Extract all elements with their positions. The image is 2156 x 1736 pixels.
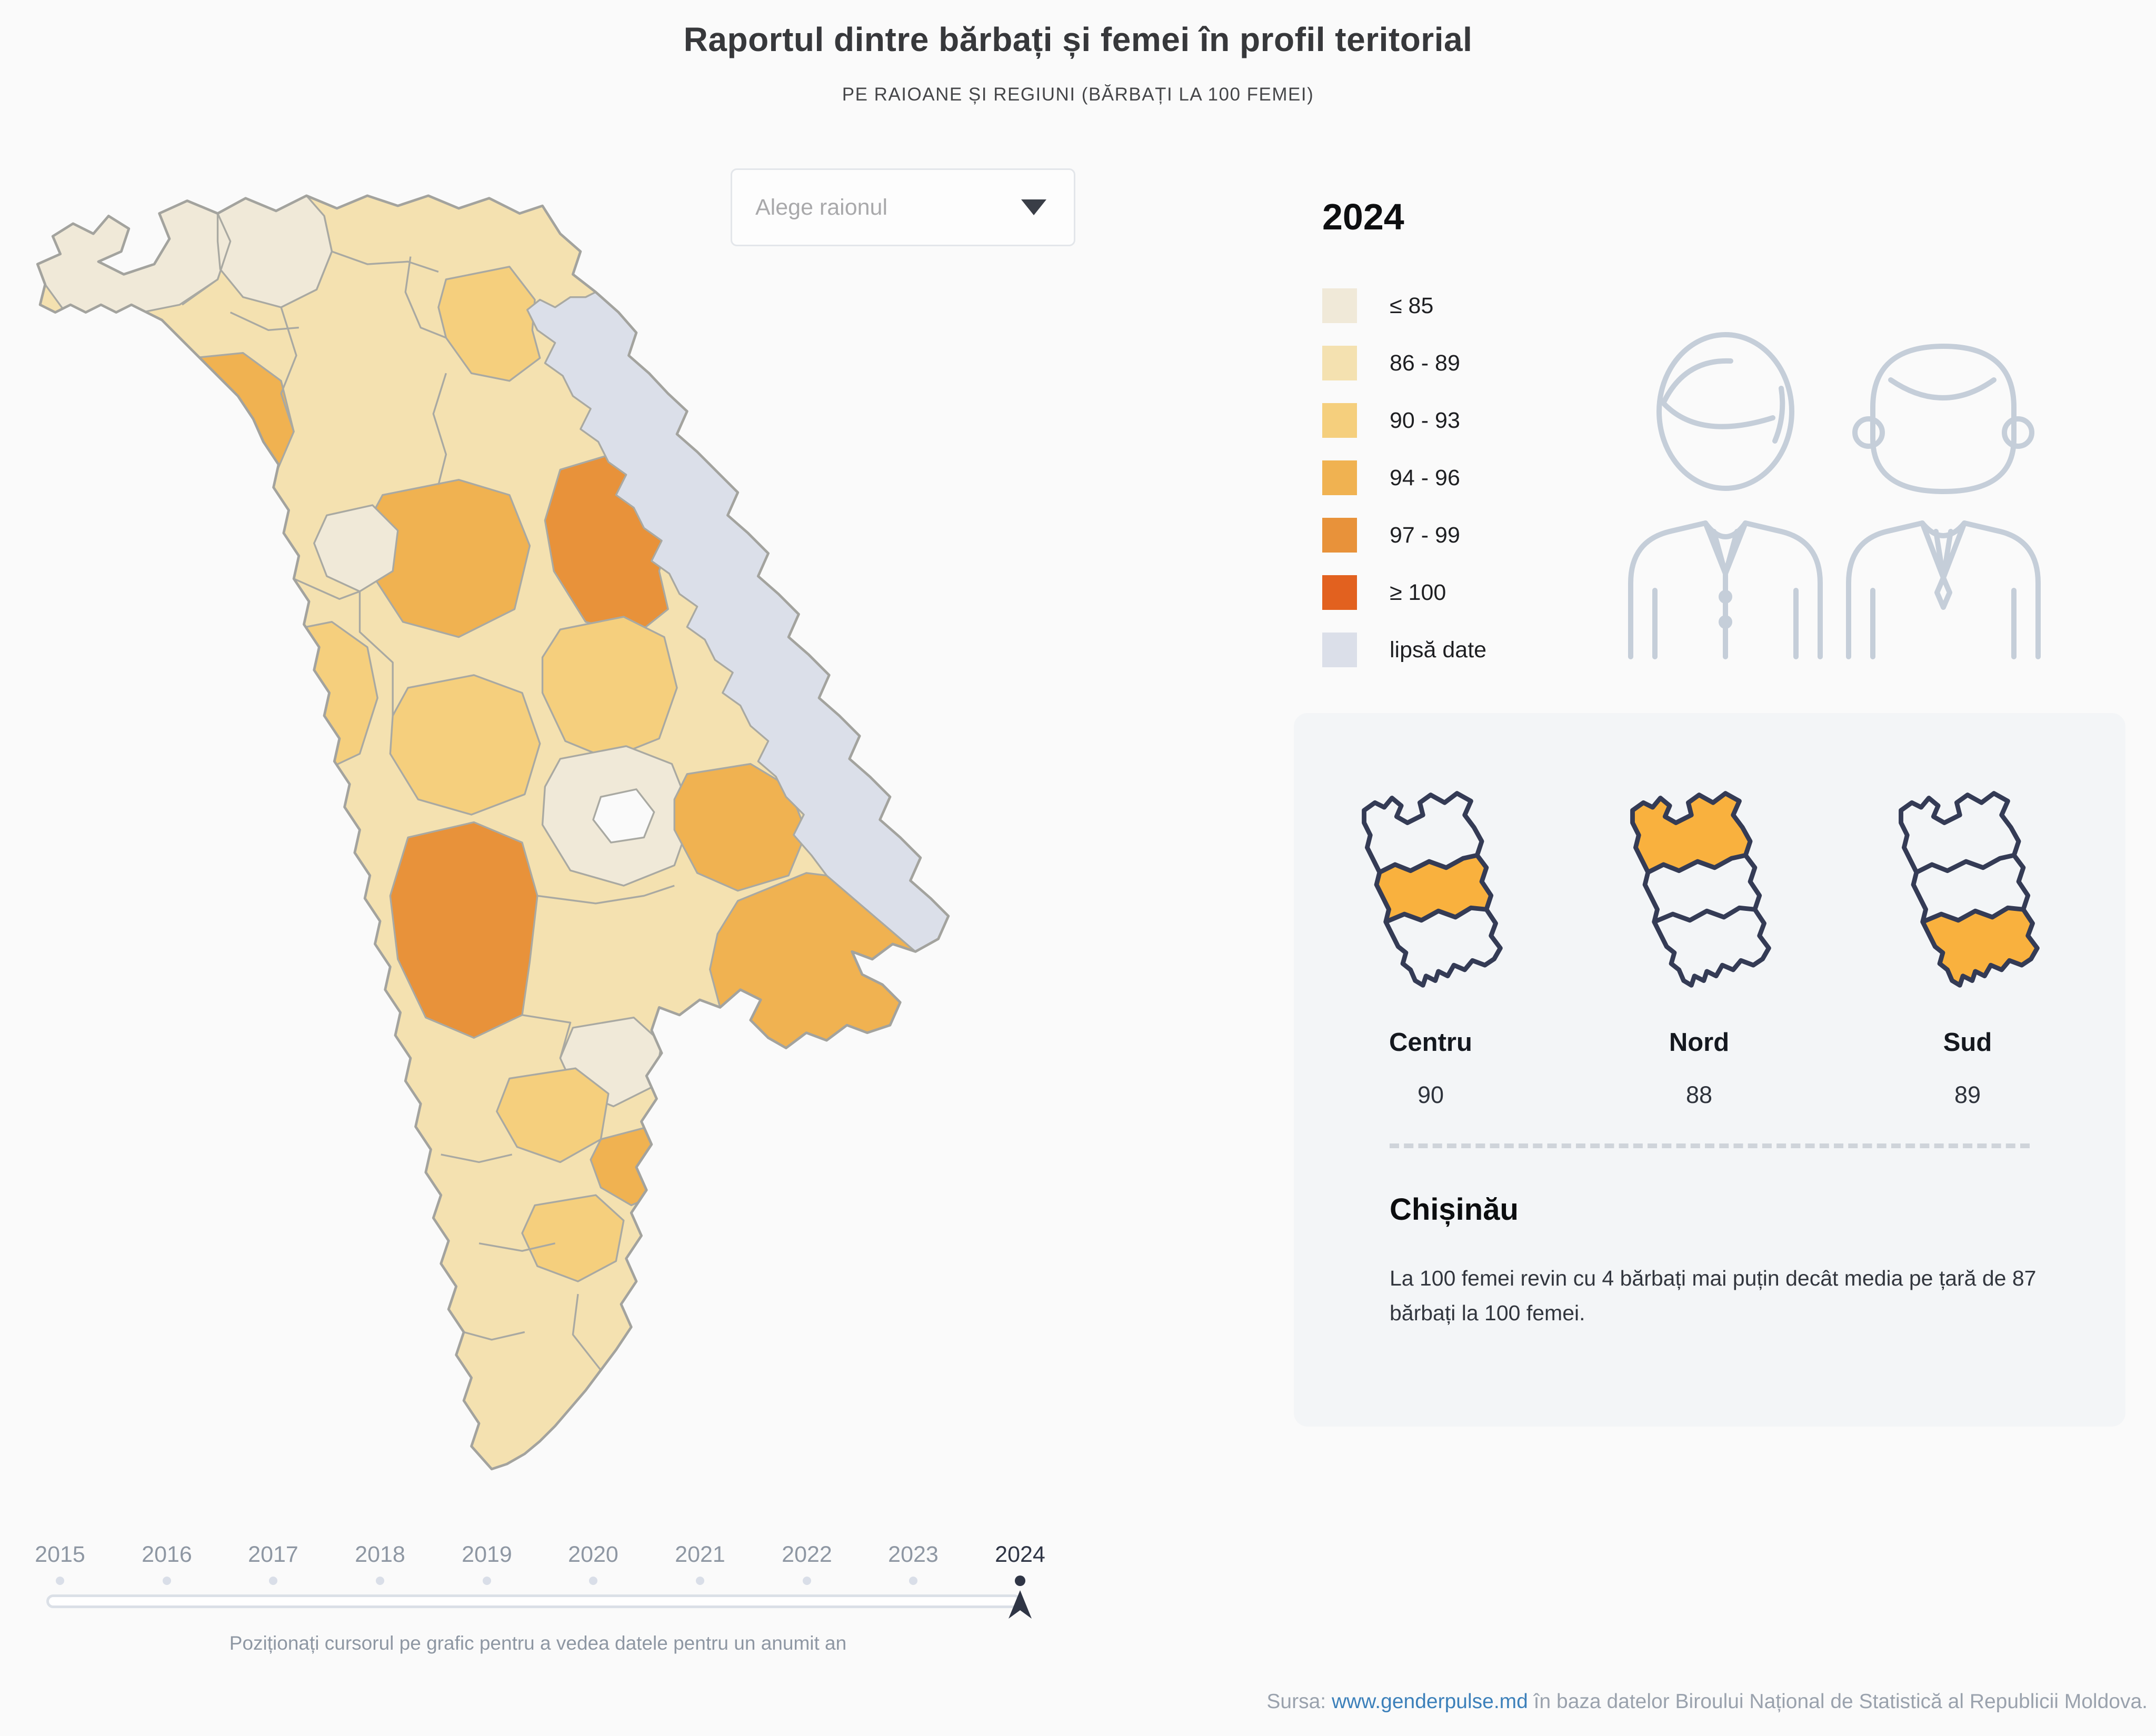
legend-label: ≤ 85 bbox=[1390, 293, 1434, 318]
year-label-2016[interactable]: 2016 bbox=[142, 1542, 192, 1567]
legend-swatch bbox=[1322, 518, 1357, 553]
year-label-2024[interactable]: 2024 bbox=[995, 1542, 1045, 1567]
year-tick[interactable] bbox=[483, 1577, 491, 1585]
regions-panel: Centru 90 Nord 88 bbox=[1294, 713, 2125, 1427]
map-country-outline bbox=[36, 194, 950, 1471]
year-tick[interactable] bbox=[56, 1577, 64, 1585]
year-tick[interactable] bbox=[696, 1577, 704, 1585]
region-card-nord: Nord 88 bbox=[1589, 776, 1810, 1109]
slider-cursor[interactable] bbox=[1007, 1589, 1033, 1620]
legend-swatch bbox=[1322, 460, 1357, 495]
legend-item: ≤ 85 bbox=[1322, 288, 1486, 323]
dashed-divider bbox=[1390, 1143, 2030, 1148]
legend-swatch bbox=[1322, 346, 1357, 380]
map-legend: ≤ 85 86 - 89 90 - 93 94 - 96 97 - 99 ≥ 1… bbox=[1322, 288, 1486, 690]
map-district[interactable] bbox=[521, 1194, 625, 1282]
year-label-2015[interactable]: 2015 bbox=[35, 1542, 85, 1567]
source-line: Sursa: www.genderpulse.md în baza datelo… bbox=[1266, 1690, 2148, 1713]
chisinau-title: Chișinău bbox=[1390, 1192, 1519, 1227]
legend-item: ≥ 100 bbox=[1322, 575, 1486, 610]
map-district[interactable] bbox=[313, 504, 399, 593]
legend-year: 2024 bbox=[1322, 196, 1404, 237]
year-label-2020[interactable]: 2020 bbox=[568, 1542, 618, 1567]
chisinau-description: La 100 femei revin cu 4 bărbați mai puți… bbox=[1390, 1266, 2037, 1325]
page-title: Raportul dintre bărbați și femei în prof… bbox=[683, 21, 1473, 58]
map-district[interactable] bbox=[673, 762, 807, 892]
district-select-placeholder: Alege raionul bbox=[755, 194, 888, 220]
region-value: 90 bbox=[1417, 1081, 1444, 1108]
year-label-2023[interactable]: 2023 bbox=[888, 1542, 939, 1567]
region-value: 88 bbox=[1685, 1081, 1713, 1108]
source-link[interactable]: www.genderpulse.md bbox=[1331, 1690, 1528, 1713]
year-tick[interactable] bbox=[909, 1577, 917, 1585]
region-name: Centru bbox=[1389, 1028, 1472, 1057]
man-icon bbox=[1846, 344, 2041, 659]
map-district[interactable] bbox=[117, 352, 295, 506]
legend-item: 90 - 93 bbox=[1322, 403, 1486, 438]
source-prefix: Sursa: bbox=[1266, 1690, 1332, 1713]
year-label-2021[interactable]: 2021 bbox=[675, 1542, 725, 1567]
legend-label: 94 - 96 bbox=[1390, 465, 1460, 490]
legend-swatch bbox=[1322, 633, 1357, 667]
year-tick[interactable] bbox=[269, 1577, 277, 1585]
legend-item: 97 - 99 bbox=[1322, 518, 1486, 553]
slider-track[interactable] bbox=[46, 1594, 1021, 1608]
page-subtitle: PE RAIOANE ȘI REGIUNI (BĂRBAȚI LA 100 FE… bbox=[842, 84, 1314, 105]
legend-label: lipsă date bbox=[1390, 637, 1487, 663]
year-tick[interactable] bbox=[163, 1577, 171, 1585]
region-card-sud: Sud 89 bbox=[1857, 776, 2078, 1109]
chevron-down-icon bbox=[1021, 199, 1046, 215]
year-tick[interactable] bbox=[589, 1577, 597, 1585]
map-district[interactable] bbox=[541, 616, 678, 760]
legend-item: 86 - 89 bbox=[1322, 346, 1486, 380]
year-tick[interactable] bbox=[803, 1577, 811, 1585]
map-district[interactable] bbox=[389, 674, 541, 816]
map-district[interactable] bbox=[592, 788, 655, 844]
legend-label: 97 - 99 bbox=[1390, 522, 1460, 548]
moldova-minimap-centru bbox=[1320, 776, 1541, 1002]
year-tick[interactable] bbox=[376, 1577, 384, 1585]
legend-item: 94 - 96 bbox=[1322, 460, 1486, 495]
year-label-2017[interactable]: 2017 bbox=[248, 1542, 298, 1567]
region-name: Nord bbox=[1669, 1028, 1730, 1057]
legend-item: lipsă date bbox=[1322, 633, 1486, 667]
region-value: 89 bbox=[1954, 1081, 1981, 1108]
map-district[interactable] bbox=[437, 266, 541, 382]
source-suffix: în baza datelor Biroului Național de Sta… bbox=[1528, 1690, 2148, 1713]
woman-man-icons bbox=[1615, 315, 2057, 662]
legend-swatch bbox=[1322, 403, 1357, 438]
moldova-minimap-sud bbox=[1857, 776, 2078, 1002]
map-district[interactable] bbox=[496, 1067, 610, 1163]
woman-icon bbox=[1628, 332, 1823, 659]
legend-label: 90 - 93 bbox=[1390, 407, 1460, 433]
year-label-2018[interactable]: 2018 bbox=[355, 1542, 405, 1567]
legend-label: 86 - 89 bbox=[1390, 350, 1460, 376]
year-tick-selected[interactable] bbox=[1015, 1576, 1025, 1586]
region-name: Sud bbox=[1943, 1028, 1992, 1057]
district-select[interactable]: Alege raionul bbox=[731, 168, 1075, 246]
moldova-map[interactable] bbox=[27, 190, 1017, 1497]
slider-hint: Poziționați cursorul pe grafic pentru a … bbox=[229, 1632, 847, 1654]
legend-label: ≥ 100 bbox=[1390, 579, 1446, 605]
legend-swatch bbox=[1322, 575, 1357, 610]
year-label-2022[interactable]: 2022 bbox=[782, 1542, 832, 1567]
year-label-2019[interactable]: 2019 bbox=[462, 1542, 512, 1567]
region-card-centru: Centru 90 bbox=[1320, 776, 1541, 1109]
legend-swatch bbox=[1322, 288, 1357, 323]
moldova-minimap-nord bbox=[1589, 776, 1810, 1002]
